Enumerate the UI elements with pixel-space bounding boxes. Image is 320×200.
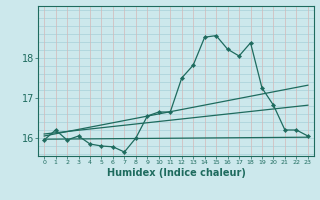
X-axis label: Humidex (Indice chaleur): Humidex (Indice chaleur) (107, 168, 245, 178)
